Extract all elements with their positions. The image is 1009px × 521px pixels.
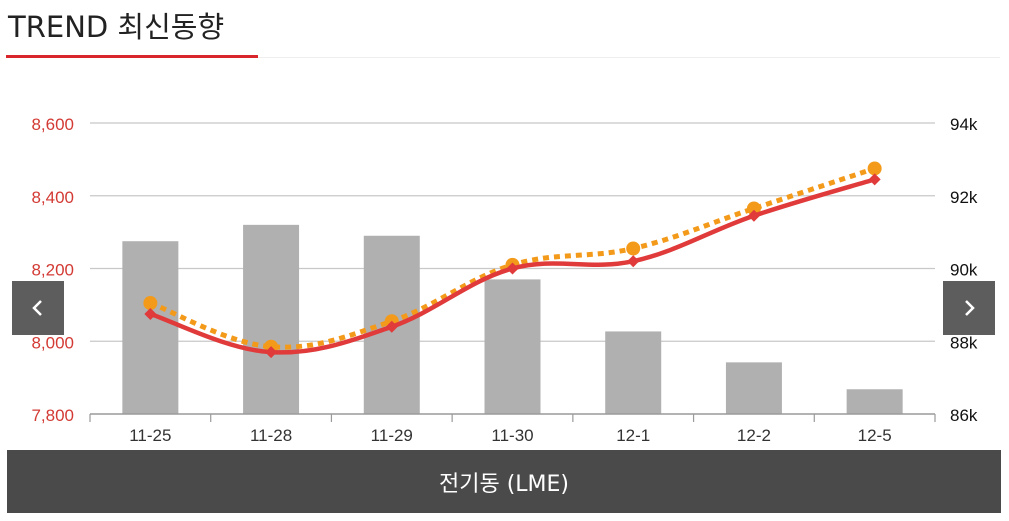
bar (725, 362, 782, 414)
x-tick-label: 11-29 (371, 426, 413, 445)
x-tick-label: 11-30 (491, 426, 533, 445)
y-right-tick-label: 92k (950, 188, 978, 207)
y-right-tick-label: 94k (950, 115, 978, 134)
bar (243, 224, 300, 414)
x-tick-label: 12-5 (858, 426, 892, 445)
chart-caption-bar: 전기동 (LME) (7, 450, 1001, 513)
x-tick-label: 12-1 (616, 426, 650, 445)
y-right-tick-label: 88k (950, 333, 978, 352)
section-title: TREND 최신동향 (8, 10, 225, 44)
header-divider (258, 57, 1000, 58)
previous-button[interactable] (12, 281, 64, 335)
y-left-tick-label: 8,600 (31, 115, 74, 134)
point-marker-diamond (144, 307, 157, 320)
point-marker-circle (626, 241, 641, 256)
bar (846, 389, 903, 414)
chevron-left-icon (32, 300, 42, 316)
point-marker-diamond (868, 173, 881, 186)
trend-chart: 11-25 11-28 11-29 11-30 12-1 12-2 12-5 7,800 8,0… (31, 115, 978, 445)
bar (605, 331, 662, 414)
point-marker-diamond (265, 346, 278, 359)
bar (484, 279, 541, 414)
point-marker-diamond (627, 255, 640, 268)
y-left-tick-label: 8,400 (31, 188, 74, 207)
point-marker-diamond (747, 209, 760, 222)
y-right-tick-label: 90k (950, 261, 978, 280)
x-tick-label: 11-25 (129, 426, 171, 445)
chart-caption: 전기동 (LME) (438, 471, 570, 497)
point-marker-diamond (385, 320, 398, 333)
y-left-tick-label: 8,000 (31, 333, 74, 352)
point-marker-circle (746, 201, 761, 216)
x-tick-label: 11-28 (250, 426, 292, 445)
point-marker-circle (143, 296, 158, 311)
title-underline (6, 55, 258, 58)
bar (122, 241, 179, 414)
next-button[interactable] (943, 281, 995, 335)
y-right-tick-label: 86k (950, 406, 978, 425)
point-marker-circle (867, 161, 882, 176)
point-marker-diamond (506, 262, 519, 275)
x-tick-label: 12-2 (737, 426, 771, 445)
y-left-tick-label: 8,200 (31, 261, 74, 280)
chevron-right-icon (965, 300, 975, 316)
y-left-tick-label: 7,800 (31, 406, 74, 425)
